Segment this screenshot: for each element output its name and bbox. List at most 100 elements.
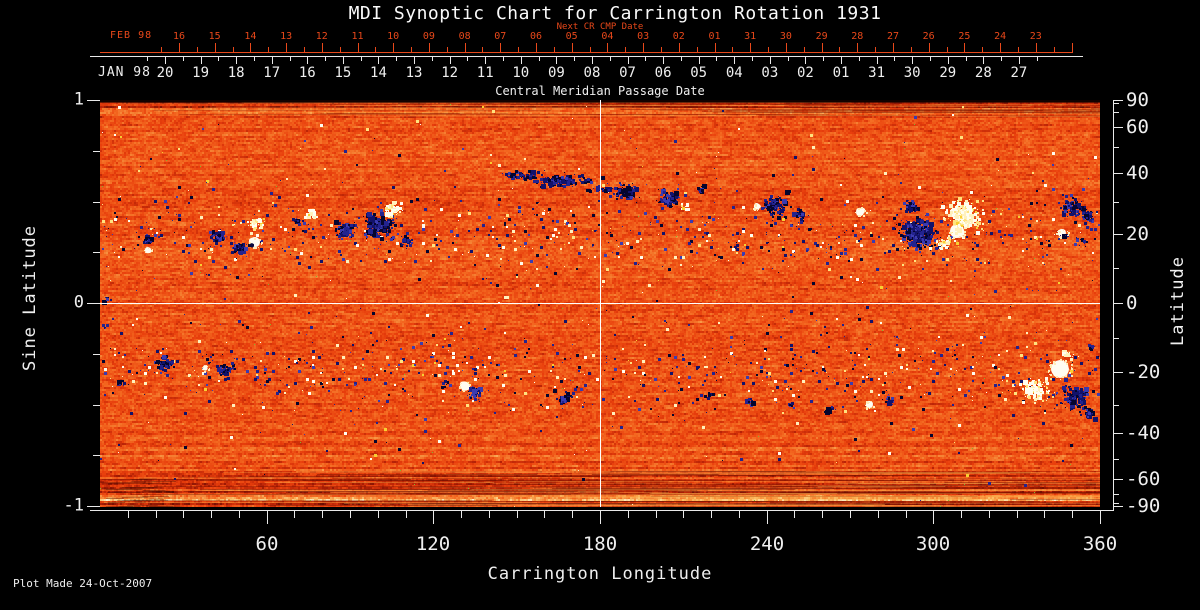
cmp-day-label: 01 bbox=[832, 65, 850, 81]
sine-latitude-major-tick bbox=[87, 100, 100, 101]
cmp-major-tick bbox=[165, 57, 166, 64]
next-cr-major-tick bbox=[429, 43, 430, 52]
sine-latitude-tick-label: 0 bbox=[73, 292, 84, 313]
magnetogram-canvas bbox=[100, 100, 1100, 507]
sine-latitude-tick-label: 1 bbox=[73, 89, 84, 110]
latitude-major-tick bbox=[1113, 100, 1123, 101]
latitude-tick-label: -20 bbox=[1126, 361, 1161, 383]
next-cr-day-label: 07 bbox=[494, 31, 507, 42]
cmp-minor-tick bbox=[432, 57, 433, 61]
latitude-minor-tick bbox=[1113, 494, 1119, 495]
cmp-day-label: 11 bbox=[476, 65, 494, 81]
next-cr-major-tick bbox=[536, 43, 537, 52]
latitude-major-tick bbox=[1113, 173, 1123, 174]
next-cr-day-label: 27 bbox=[886, 31, 900, 42]
sine-latitude-minor-tick bbox=[93, 455, 100, 456]
longitude-minor-tick bbox=[878, 511, 879, 518]
longitude-tick-label: 300 bbox=[915, 533, 951, 555]
next-cr-minor-tick bbox=[482, 47, 483, 52]
cmp-day-label: 04 bbox=[725, 65, 743, 81]
next-cr-day-label: 14 bbox=[244, 31, 257, 42]
longitude-minor-tick bbox=[572, 511, 573, 518]
longitude-minor-tick bbox=[322, 511, 323, 518]
latitude-axis-title: Latitude bbox=[1168, 256, 1188, 346]
next-cr-major-tick bbox=[786, 43, 787, 52]
longitude-axis-title: Carrington Longitude bbox=[487, 564, 713, 584]
cmp-minor-tick bbox=[966, 57, 967, 61]
next-cr-minor-tick bbox=[911, 47, 912, 52]
next-cr-minor-tick bbox=[447, 47, 448, 52]
latitude-tick-label: -40 bbox=[1126, 422, 1161, 444]
latitude-minor-tick bbox=[1113, 338, 1119, 339]
sine-latitude-major-tick bbox=[87, 303, 100, 304]
sine-latitude-minor-tick bbox=[93, 354, 100, 355]
latitude-major-tick bbox=[1113, 433, 1123, 434]
cmp-minor-tick bbox=[325, 57, 326, 61]
next-cr-day-label: 23 bbox=[1029, 31, 1042, 42]
cmp-day-label: 10 bbox=[512, 65, 530, 81]
cmp-major-tick bbox=[343, 57, 344, 64]
next-cr-minor-tick bbox=[768, 47, 769, 52]
latitude-major-tick bbox=[1113, 127, 1123, 128]
cmp-minor-tick bbox=[147, 57, 148, 61]
plot-made-label: Plot Made 24-Oct-2007 bbox=[13, 577, 153, 590]
cmp-major-tick bbox=[1019, 57, 1020, 64]
cmp-major-tick bbox=[592, 57, 593, 64]
cmp-major-tick bbox=[556, 57, 557, 64]
longitude-minor-tick bbox=[822, 511, 823, 518]
next-cr-day-label: 05 bbox=[565, 31, 578, 42]
cmp-day-label: 12 bbox=[441, 65, 459, 81]
cmp-major-tick bbox=[734, 57, 735, 64]
next-cr-minor-tick bbox=[697, 47, 698, 52]
latitude-tick-label: 20 bbox=[1126, 223, 1149, 245]
cmp-minor-tick bbox=[859, 57, 860, 61]
longitude-minor-tick bbox=[1044, 511, 1045, 518]
next-cr-major-tick bbox=[215, 43, 216, 52]
next-cr-day-label: 26 bbox=[922, 31, 935, 42]
longitude-minor-tick bbox=[517, 511, 518, 518]
longitude-minor-tick bbox=[461, 511, 462, 518]
next-cr-minor-tick bbox=[661, 47, 662, 52]
next-cr-minor-tick bbox=[625, 47, 626, 52]
next-cr-day-label: 13 bbox=[280, 31, 293, 42]
cmp-minor-tick bbox=[503, 57, 504, 61]
longitude-tick-label: 180 bbox=[582, 533, 618, 555]
cmp-day-label: 17 bbox=[263, 65, 281, 81]
next-cr-caption: Next CR CMP Date bbox=[556, 22, 644, 32]
cmp-day-label: 05 bbox=[690, 65, 708, 81]
cmp-minor-tick bbox=[752, 57, 753, 61]
latitude-minor-tick bbox=[1113, 147, 1119, 148]
next-cr-major-tick bbox=[250, 43, 251, 52]
cmp-major-tick bbox=[805, 57, 806, 64]
next-cr-major-tick bbox=[1072, 43, 1073, 52]
cmp-day-label: 20 bbox=[156, 65, 174, 81]
next-cr-minor-tick bbox=[804, 47, 805, 52]
sine-latitude-minor-tick bbox=[93, 151, 100, 152]
cmp-major-tick bbox=[983, 57, 984, 64]
cmp-minor-tick bbox=[716, 57, 717, 61]
cmp-major-tick bbox=[628, 57, 629, 64]
next-cr-day-label: 09 bbox=[422, 31, 435, 42]
cmp-minor-tick bbox=[218, 57, 219, 61]
next-cr-day-label: 02 bbox=[672, 31, 685, 42]
next-cr-major-tick bbox=[1036, 43, 1037, 52]
next-cr-major-tick bbox=[643, 43, 644, 52]
cmp-day-label: 02 bbox=[797, 65, 814, 81]
cmp-major-tick bbox=[201, 57, 202, 64]
cmp-major-tick bbox=[841, 57, 842, 64]
longitude-minor-tick bbox=[406, 511, 407, 518]
chart-title: MDI Synoptic Chart for Carrington Rotati… bbox=[348, 3, 882, 24]
next-cr-major-tick bbox=[964, 43, 965, 52]
sine-latitude-tick-label: -1 bbox=[63, 495, 84, 516]
latitude-major-tick bbox=[1113, 303, 1123, 304]
next-cr-axis-line bbox=[100, 52, 1073, 53]
next-cr-major-tick bbox=[857, 43, 858, 52]
cmp-day-label: 03 bbox=[761, 65, 779, 81]
cmp-day-label: 07 bbox=[619, 65, 636, 81]
longitude-major-tick bbox=[433, 511, 434, 524]
latitude-tick-label: -90 bbox=[1126, 495, 1161, 517]
next-cr-day-label: 15 bbox=[208, 31, 221, 42]
longitude-minor-tick bbox=[489, 511, 490, 518]
next-cr-major-tick bbox=[715, 43, 716, 52]
cmp-major-tick bbox=[948, 57, 949, 64]
